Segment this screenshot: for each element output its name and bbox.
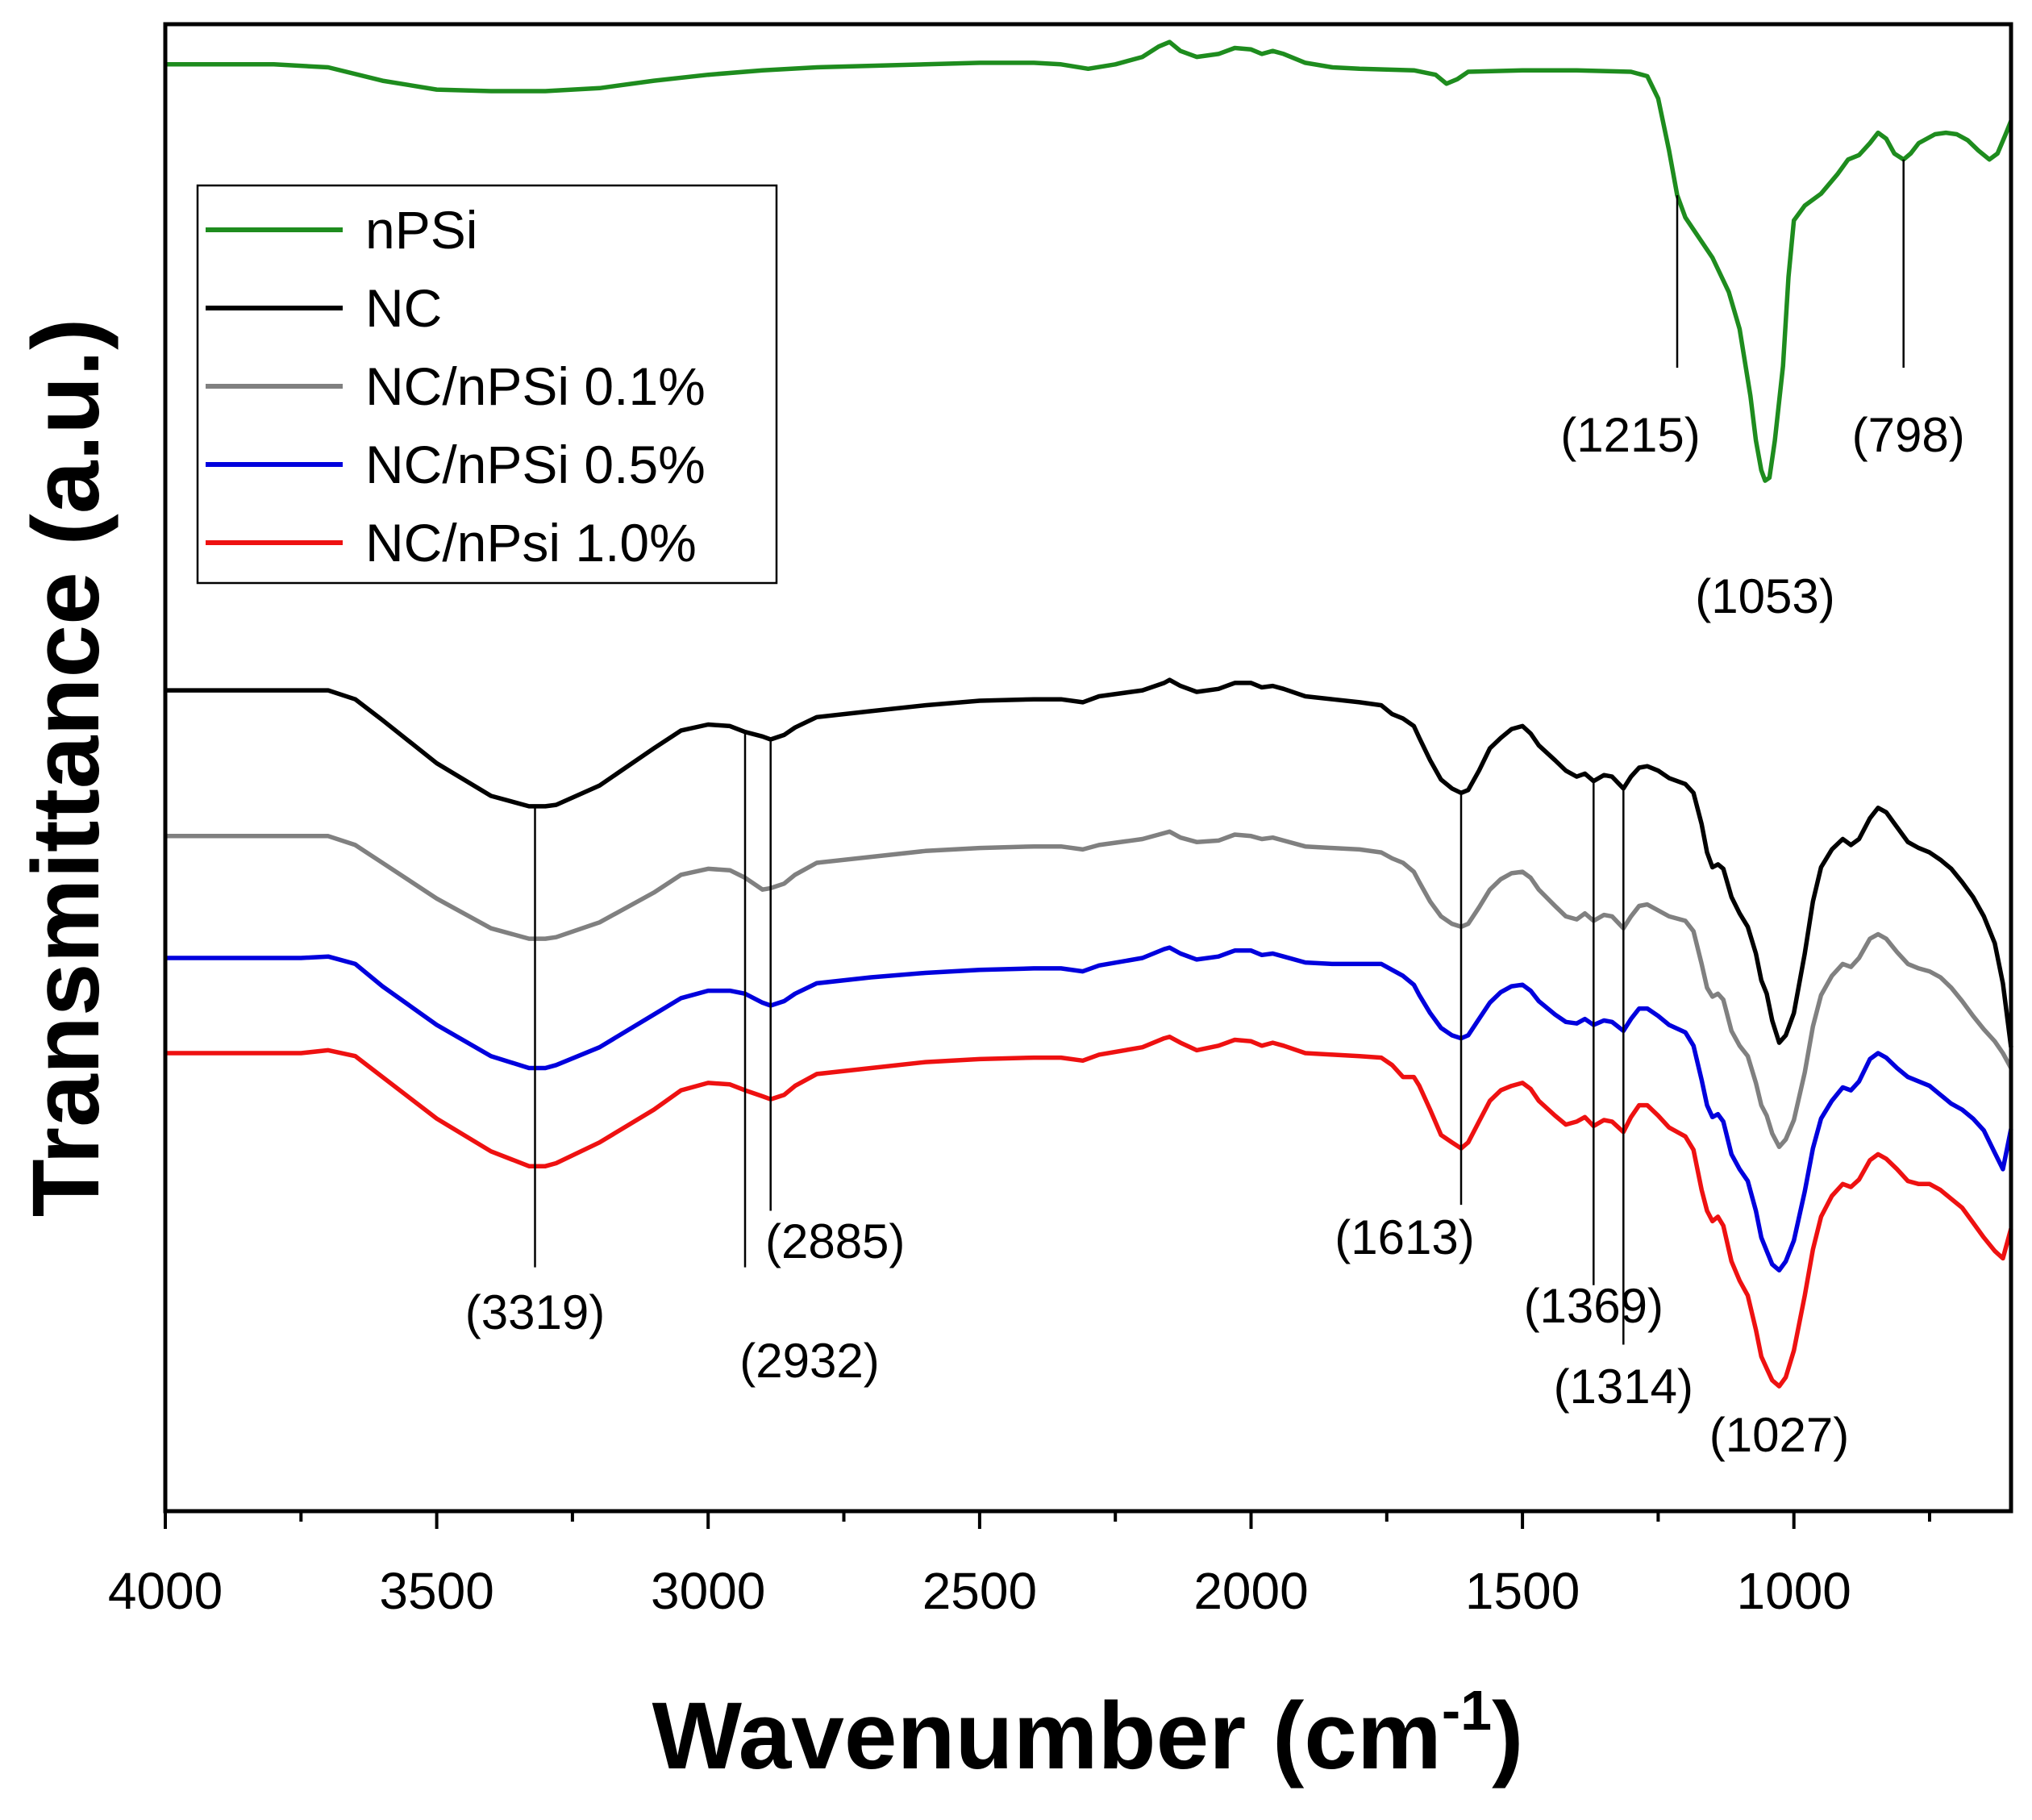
legend-label-nc: NC: [365, 278, 442, 338]
legend-label-npsi: nPSi: [365, 200, 477, 260]
series-line-npsi: [165, 40, 2013, 483]
legend-label-nc-npsi-0-1: NC/nPSi 0.1%: [365, 356, 706, 416]
series-line-nc-npsi-0-1: [165, 829, 2013, 1149]
peak-label-1215: (1215): [1560, 408, 1700, 462]
x-tick-label-3000: 3000: [651, 1562, 765, 1620]
series-line-nc-npsi-1-0: [165, 1035, 2013, 1389]
legend-label-nc-npsi-1-0: NC/nPsi 1.0%: [365, 513, 697, 573]
x-axis-ticks: 4000 3500 3000 2500 2000 1500 1000: [108, 1511, 1931, 1620]
series-layer: [165, 40, 2013, 1389]
x-tick-label-1000: 1000: [1737, 1562, 1851, 1620]
peak-label-1027: (1027): [1709, 1408, 1849, 1462]
y-axis-title: Transmittance (a.u.): [13, 319, 119, 1218]
series-line-nc-npsi-0-5: [165, 945, 2013, 1273]
x-tick-label-4000: 4000: [108, 1562, 223, 1620]
plot-frame: [163, 22, 2013, 1514]
legend: nPSi NC NC/nPSi 0.1% NC/nPSi 0.5% NC/nPsi 1.…: [196, 184, 778, 585]
peak-label-2885: (2885): [765, 1214, 905, 1268]
x-tick-label-2500: 2500: [922, 1562, 1037, 1620]
x-axis-title-close: ): [1492, 1683, 1523, 1789]
x-axis-title: Wavenumber (cm-1): [652, 1679, 1524, 1789]
legend-label-nc-npsi-0-5: NC/nPSi 0.5%: [365, 435, 706, 494]
x-axis-title-superscript: -1: [1442, 1679, 1492, 1742]
x-tick-label-2000: 2000: [1193, 1562, 1308, 1620]
peak-label-2932: (2932): [739, 1334, 879, 1388]
x-tick-label-1500: 1500: [1465, 1562, 1580, 1620]
peak-label-3319: (3319): [465, 1285, 605, 1339]
peak-annotations: (3319) (2932) (2885) (1613) (1369) (1314) (102…: [465, 159, 1965, 1462]
peak-label-798: (798): [1852, 408, 1965, 462]
x-tick-label-3500: 3500: [379, 1562, 493, 1620]
peak-label-1613: (1613): [1335, 1210, 1474, 1264]
x-axis-title-main: Wavenumber (cm: [652, 1683, 1442, 1789]
legend-items: nPSi NC NC/nPSi 0.1% NC/nPSi 0.5% NC/nPsi 1.…: [206, 200, 706, 573]
peak-label-1314: (1314): [1554, 1360, 1693, 1414]
peak-label-1053: (1053): [1695, 569, 1834, 623]
series-line-nc: [165, 677, 2013, 1048]
peak-label-1369: (1369): [1524, 1279, 1663, 1333]
